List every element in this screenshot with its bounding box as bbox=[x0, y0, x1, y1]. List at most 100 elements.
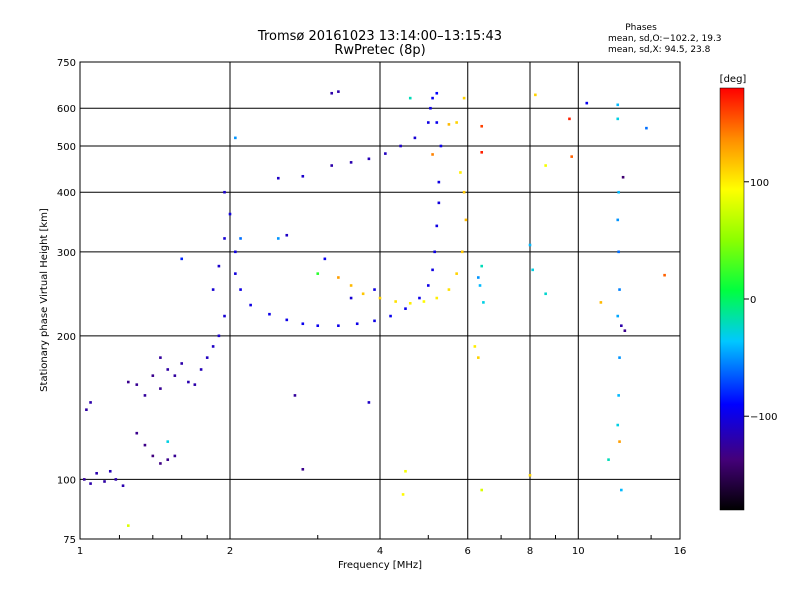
data-point bbox=[435, 296, 439, 300]
data-point bbox=[455, 121, 458, 124]
data-point bbox=[477, 276, 480, 279]
data-point bbox=[480, 488, 484, 492]
data-point bbox=[618, 288, 621, 291]
data-point bbox=[82, 478, 86, 481]
y-axis-ticks: 75 100 200 300 400 500 600 750 bbox=[57, 58, 76, 546]
data-point bbox=[431, 153, 434, 156]
data-point bbox=[228, 212, 232, 216]
data-point bbox=[607, 458, 610, 461]
data-point bbox=[166, 440, 170, 443]
data-point bbox=[349, 161, 353, 164]
data-point bbox=[528, 243, 532, 247]
data-point bbox=[95, 471, 98, 475]
data-point bbox=[337, 276, 340, 279]
data-point bbox=[437, 201, 441, 205]
x-tick-label: 6 bbox=[465, 546, 471, 557]
data-point bbox=[616, 103, 620, 107]
data-point bbox=[337, 324, 340, 328]
data-point bbox=[447, 288, 451, 291]
y-tick-label: 75 bbox=[63, 535, 76, 546]
y-tick-label: 100 bbox=[57, 475, 76, 486]
x-axis-ticks: 1 2 4 6 8 10 16 bbox=[77, 535, 686, 557]
data-point bbox=[544, 292, 547, 296]
data-point bbox=[205, 356, 209, 359]
data-point bbox=[301, 322, 305, 326]
data-point bbox=[480, 124, 484, 128]
data-point bbox=[401, 493, 405, 496]
data-point bbox=[616, 423, 620, 427]
phases-info-x: mean, sd,X: 94.5, 23.8 bbox=[608, 45, 711, 55]
data-point bbox=[85, 408, 88, 412]
data-point bbox=[135, 431, 139, 435]
data-point bbox=[187, 380, 190, 384]
data-point bbox=[480, 151, 484, 154]
data-point bbox=[367, 401, 371, 404]
data-point bbox=[166, 458, 170, 461]
data-point bbox=[355, 322, 359, 326]
data-point bbox=[276, 176, 280, 180]
data-point bbox=[180, 257, 184, 261]
data-point bbox=[404, 469, 407, 473]
colorbar-tick-label: 0 bbox=[750, 295, 756, 306]
data-point bbox=[211, 345, 215, 348]
data-point bbox=[373, 319, 376, 323]
data-point bbox=[151, 374, 155, 377]
data-point bbox=[199, 368, 203, 371]
y-tick-label: 300 bbox=[57, 248, 76, 259]
data-point bbox=[143, 443, 147, 447]
data-point bbox=[408, 301, 412, 305]
chart-subtitle: RwPretec (8p) bbox=[334, 43, 425, 58]
x-tick-label: 10 bbox=[572, 546, 585, 557]
y-axis-label: Stationary phase Virtual Height [km] bbox=[39, 208, 50, 392]
x-tick-label: 2 bbox=[227, 546, 233, 557]
data-point bbox=[620, 488, 623, 492]
data-point bbox=[544, 164, 547, 167]
data-point bbox=[568, 117, 571, 121]
colorbar-ticks: 100 0 −100 bbox=[744, 178, 777, 423]
data-point bbox=[621, 175, 625, 179]
data-point bbox=[431, 268, 434, 272]
data-point bbox=[301, 467, 305, 471]
data-point bbox=[437, 180, 441, 184]
data-point bbox=[217, 334, 221, 338]
data-point bbox=[418, 296, 421, 300]
data-point bbox=[439, 144, 443, 148]
data-point bbox=[330, 164, 334, 167]
data-point bbox=[585, 101, 589, 105]
data-point bbox=[435, 224, 439, 228]
data-point bbox=[234, 250, 237, 254]
data-point bbox=[645, 126, 648, 130]
data-point bbox=[349, 296, 353, 300]
y-tick-label: 600 bbox=[57, 104, 76, 115]
data-point bbox=[429, 106, 432, 110]
data-point bbox=[422, 300, 426, 303]
data-point bbox=[276, 237, 280, 240]
data-points bbox=[82, 90, 666, 527]
data-point bbox=[478, 284, 482, 287]
data-point bbox=[173, 454, 177, 458]
data-point bbox=[394, 300, 397, 303]
data-point bbox=[570, 155, 573, 158]
data-point bbox=[620, 324, 623, 328]
data-point bbox=[433, 250, 436, 254]
data-point bbox=[234, 272, 237, 275]
data-point bbox=[143, 394, 147, 397]
x-tick-label: 4 bbox=[377, 546, 383, 557]
phases-info-title: Phases bbox=[625, 23, 657, 33]
data-point bbox=[316, 324, 320, 328]
data-point bbox=[399, 144, 402, 148]
data-point bbox=[301, 174, 305, 178]
colorbar-tick-label: −100 bbox=[750, 412, 777, 423]
data-point bbox=[114, 478, 118, 481]
data-point bbox=[89, 482, 92, 485]
data-point bbox=[473, 345, 477, 348]
data-point bbox=[616, 314, 620, 318]
data-point bbox=[426, 121, 430, 124]
data-point bbox=[623, 329, 627, 332]
data-point bbox=[217, 264, 221, 268]
data-point bbox=[159, 462, 162, 465]
y-tick-label: 400 bbox=[57, 188, 76, 199]
data-point bbox=[617, 190, 620, 194]
